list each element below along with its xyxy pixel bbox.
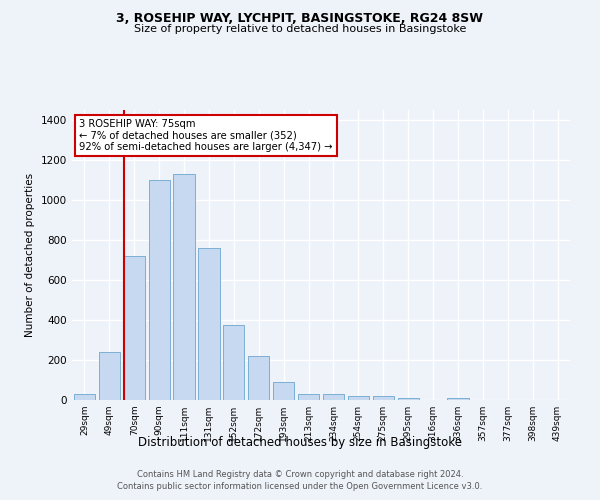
Y-axis label: Number of detached properties: Number of detached properties <box>25 173 35 337</box>
Text: Distribution of detached houses by size in Basingstoke: Distribution of detached houses by size … <box>138 436 462 449</box>
Bar <box>398 398 419 400</box>
Text: 3, ROSEHIP WAY, LYCHPIT, BASINGSTOKE, RG24 8SW: 3, ROSEHIP WAY, LYCHPIT, BASINGSTOKE, RG… <box>116 12 484 26</box>
Text: 3 ROSEHIP WAY: 75sqm
← 7% of detached houses are smaller (352)
92% of semi-detac: 3 ROSEHIP WAY: 75sqm ← 7% of detached ho… <box>79 118 333 152</box>
Bar <box>298 394 319 400</box>
Bar <box>273 382 294 400</box>
Bar <box>124 256 145 400</box>
Bar <box>223 325 244 400</box>
Bar <box>99 352 120 400</box>
Text: Contains public sector information licensed under the Open Government Licence v3: Contains public sector information licen… <box>118 482 482 491</box>
Bar <box>323 394 344 400</box>
Bar <box>348 396 369 400</box>
Bar <box>199 248 220 400</box>
Bar <box>248 356 269 400</box>
Text: Size of property relative to detached houses in Basingstoke: Size of property relative to detached ho… <box>134 24 466 34</box>
Text: Contains HM Land Registry data © Crown copyright and database right 2024.: Contains HM Land Registry data © Crown c… <box>137 470 463 479</box>
Bar <box>373 396 394 400</box>
Bar <box>74 394 95 400</box>
Bar <box>448 398 469 400</box>
Bar <box>149 180 170 400</box>
Bar <box>173 174 194 400</box>
